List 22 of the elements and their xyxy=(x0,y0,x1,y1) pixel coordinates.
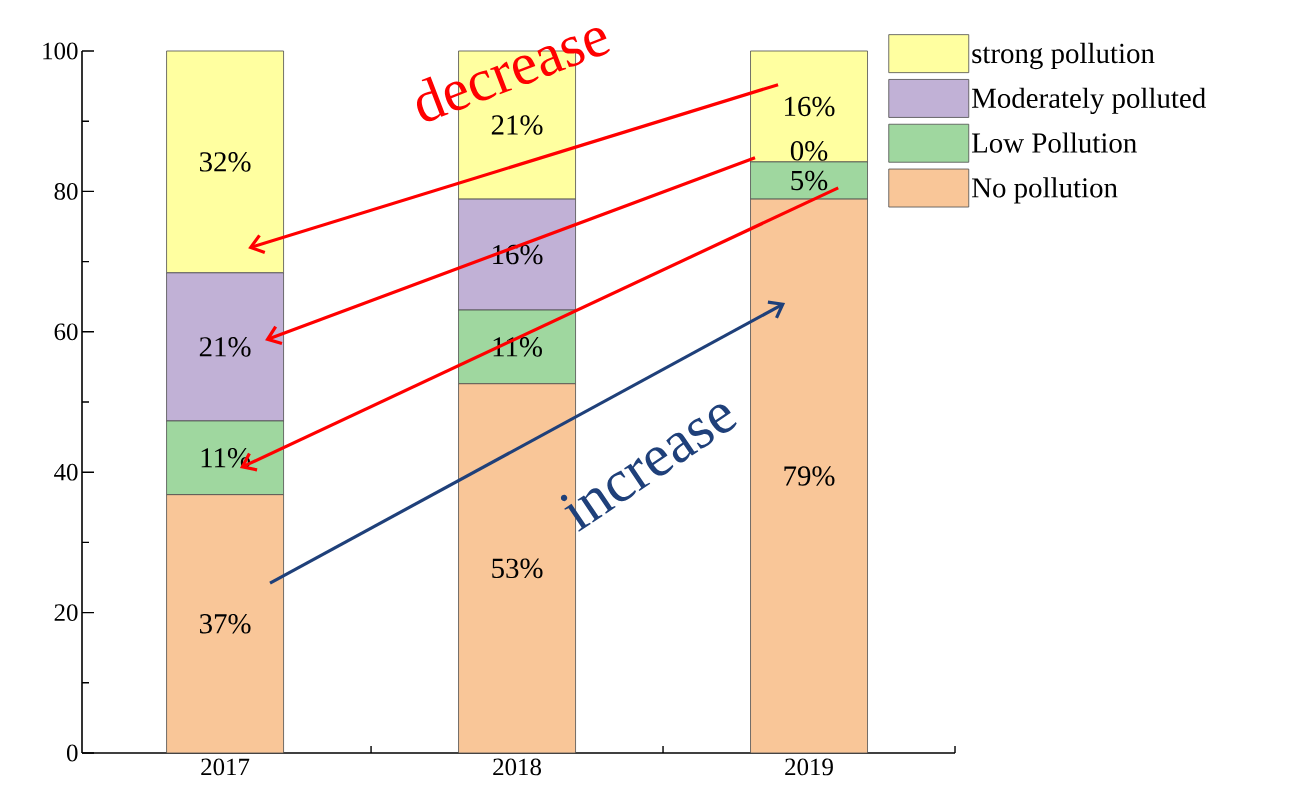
legend-label: No pollution xyxy=(971,177,1118,204)
data-label: 53% xyxy=(492,558,543,579)
legend-label: Moderately polluted xyxy=(971,87,1206,114)
y-tick-label: 40 xyxy=(54,463,78,481)
y-tick-label: 0 xyxy=(66,744,78,762)
y-tick-label: 80 xyxy=(54,182,78,200)
data-label: 5% xyxy=(791,170,828,191)
data-label: 0% xyxy=(790,141,828,161)
x-tick-label: 2019 xyxy=(785,758,833,776)
data-label: 79% xyxy=(784,466,835,486)
data-label: 21% xyxy=(199,337,251,357)
x-tick-label: 2018 xyxy=(493,758,541,776)
legend-label: Low Pollution xyxy=(971,132,1137,153)
data-label: 11% xyxy=(493,337,542,357)
y-tick-label: 100 xyxy=(43,42,78,60)
data-label: 16% xyxy=(785,96,835,117)
x-tick-label: 2017 xyxy=(201,758,250,776)
data-label: 37% xyxy=(199,614,251,634)
y-tick-label: 60 xyxy=(54,323,78,341)
legend-label: strong pollution xyxy=(972,42,1155,70)
data-label: 32% xyxy=(199,152,251,172)
y-tick-label: 20 xyxy=(54,604,78,622)
